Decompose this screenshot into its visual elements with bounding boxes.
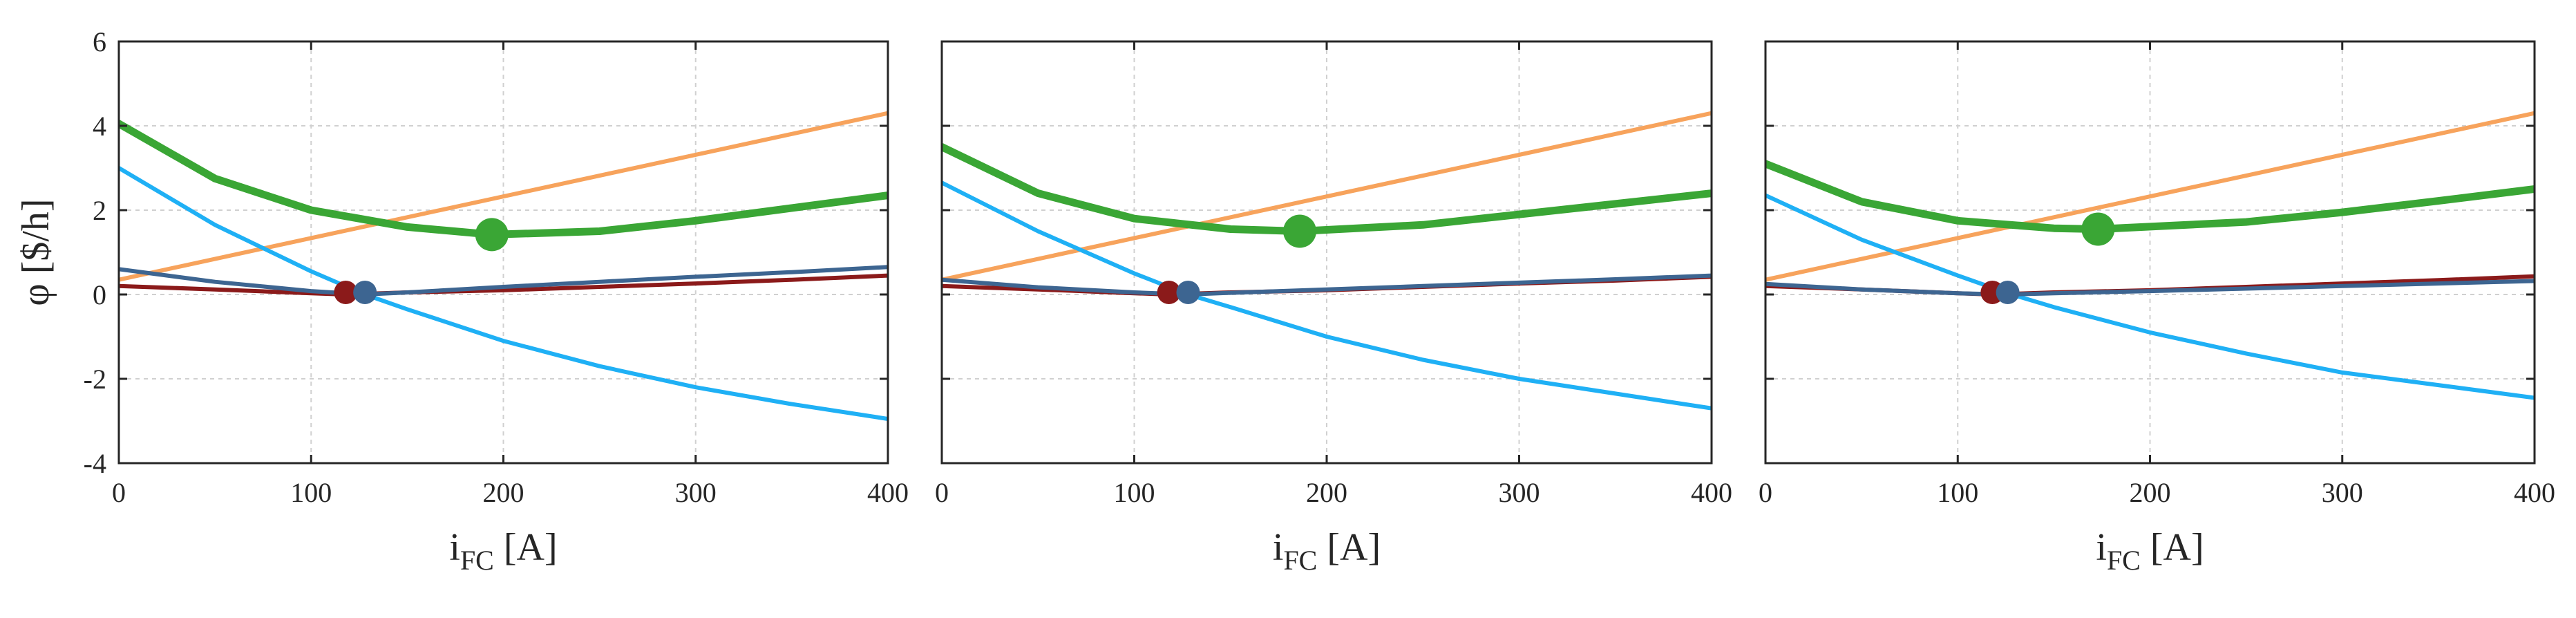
marker-steel-blue-optimum (353, 280, 377, 304)
x-tick-label: 100 (1114, 477, 1155, 508)
series-line-orange (119, 111, 888, 282)
marker-steel-blue-optimum (1176, 280, 1200, 304)
y-tick-label: 0 (93, 279, 106, 310)
y-tick-label: -4 (84, 448, 106, 479)
series-line-orange (1765, 111, 2535, 282)
marker-dark-red-optimum (334, 280, 358, 304)
x-tick-label: 300 (675, 477, 717, 508)
y-axis-label: φ [$/h] (15, 198, 57, 306)
x-axis-label: iFC [A] (2096, 526, 2204, 576)
x-tick-label: 300 (1499, 477, 1540, 508)
x-tick-label: 0 (112, 477, 126, 508)
x-tick-label: 400 (2514, 477, 2555, 508)
series-line-steel-blue (1765, 279, 2535, 297)
x-tick-label: 200 (483, 477, 524, 508)
y-tick-label: 2 (93, 195, 106, 226)
marker-dark-red-optimum (1157, 280, 1181, 304)
series-line-steel-blue (942, 273, 1712, 297)
series-line-blue (1765, 193, 2535, 400)
x-tick-label: 400 (867, 477, 909, 508)
marker-steel-blue-optimum (1996, 280, 2020, 304)
panel-left: 0 100 200 300 400 -4 -2 0 2 4 6 iFC [A] φ [$/h] (15, 26, 909, 576)
x-tick-label: 100 (1937, 477, 1978, 508)
y-tick-label: -2 (84, 364, 106, 395)
y-tick-label: 6 (93, 26, 106, 57)
x-tick-label: 200 (1306, 477, 1347, 508)
panel-right: 0 100 200 300 400 iFC [A] (1759, 40, 2555, 576)
panel-middle: 0 100 200 300 400 iFC [A] (935, 40, 1732, 576)
x-axis-label: iFC [A] (1273, 526, 1381, 576)
series-line-orange (942, 111, 1712, 282)
x-tick-label: 0 (1759, 477, 1772, 508)
x-axis-label: iFC [A] (449, 526, 557, 576)
y-tick-label: 4 (93, 111, 106, 142)
series-line-blue (119, 166, 888, 421)
series-line-blue (942, 180, 1712, 411)
x-tick-label: 200 (2130, 477, 2171, 508)
x-tick-label: 300 (2322, 477, 2363, 508)
x-tick-label: 0 (935, 477, 949, 508)
x-tick-label: 100 (290, 477, 332, 508)
marker-green-optimum (2081, 212, 2115, 246)
marker-green-optimum (1283, 214, 1317, 248)
series-line-steel-blue (119, 265, 888, 297)
marker-green-optimum (475, 218, 509, 252)
x-tick-label: 400 (1691, 477, 1732, 508)
plot-area (1765, 111, 2535, 400)
